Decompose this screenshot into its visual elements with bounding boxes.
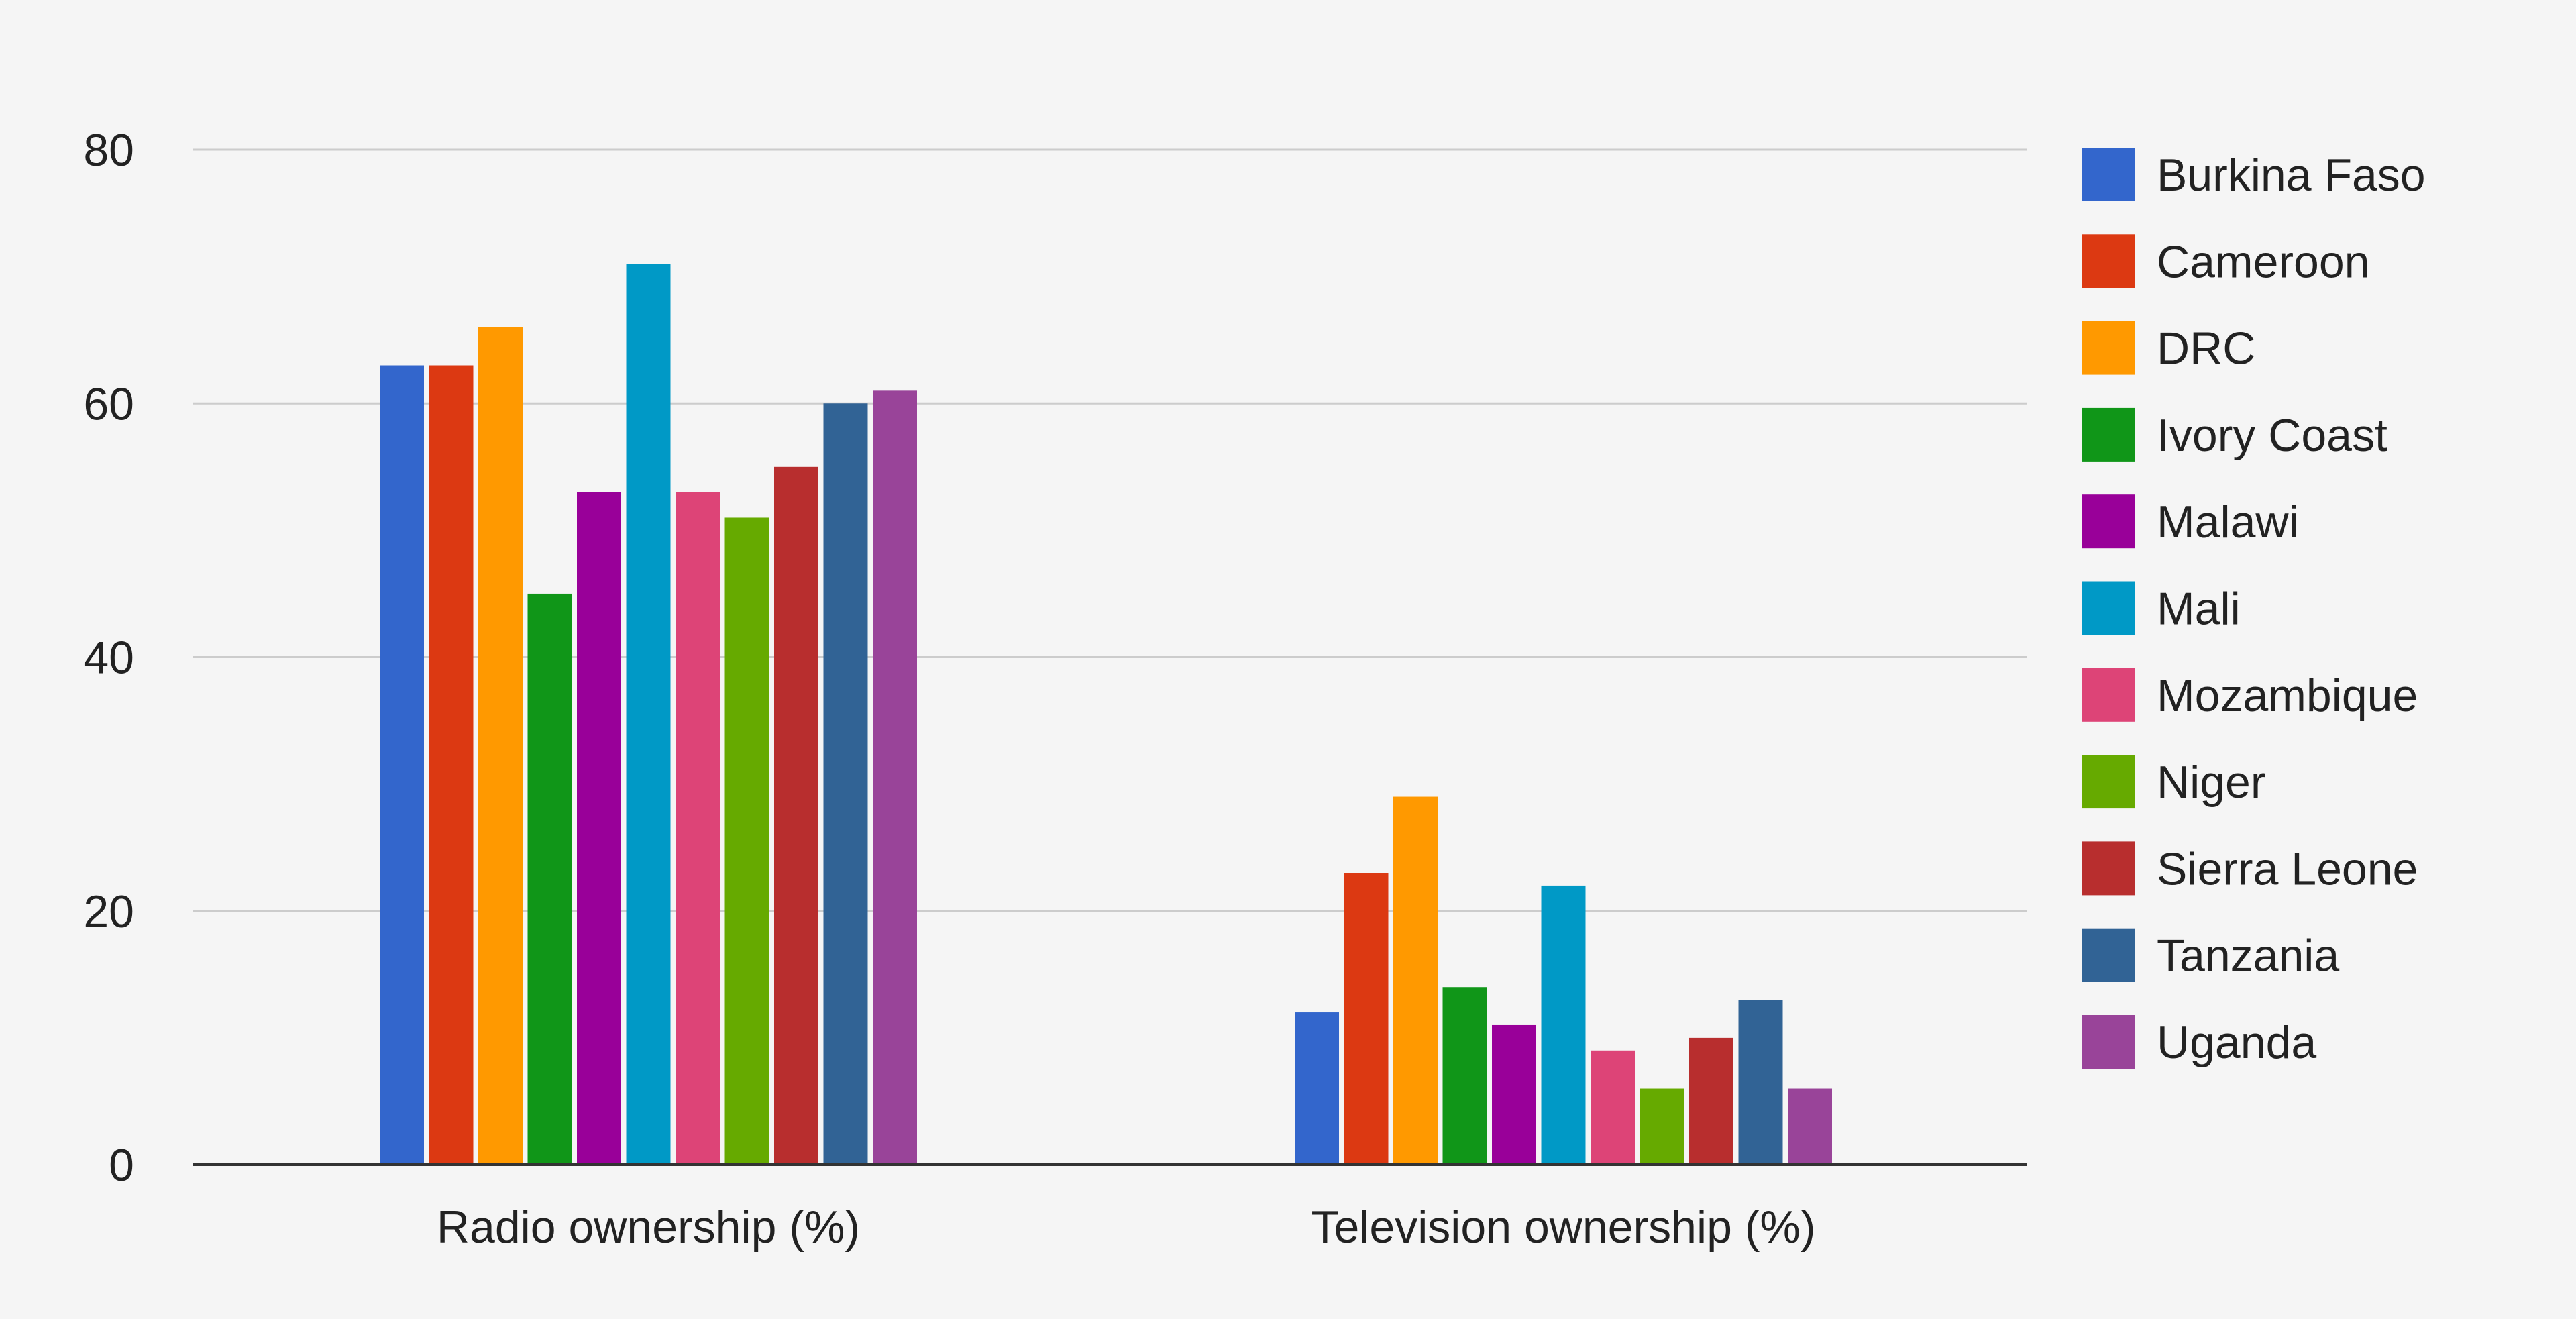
bar-tanzania xyxy=(1738,1000,1783,1165)
bar-sierra-leone xyxy=(774,466,818,1165)
x-axis-labels: Radio ownership (%) Television ownership … xyxy=(437,1202,1816,1253)
legend-label: DRC xyxy=(2157,323,2255,374)
legend-swatch xyxy=(2082,321,2135,375)
legend-swatch xyxy=(2082,148,2135,201)
legend-swatch xyxy=(2082,234,2135,288)
legend-item: Malawi xyxy=(2082,494,2299,549)
bar-uganda xyxy=(1788,1088,1832,1165)
legend-label: Ivory Coast xyxy=(2157,410,2387,461)
legend-swatch xyxy=(2082,494,2135,549)
bar-cameroon xyxy=(429,365,474,1165)
bar-burkina-faso xyxy=(380,365,424,1165)
bar-sierra-leone xyxy=(1689,1037,1733,1165)
legend-label: Sierra Leone xyxy=(2157,843,2418,894)
bar-drc xyxy=(478,327,523,1165)
legend-label: Cameroon xyxy=(2157,236,2370,287)
legend-item: Niger xyxy=(2082,755,2266,809)
legend: Burkina Faso Cameroon DRC Ivory Coast Malawi… xyxy=(2082,148,2426,1069)
legend-item: Uganda xyxy=(2082,1015,2316,1069)
x-category-label: Radio ownership (%) xyxy=(437,1202,860,1253)
legend-label: Burkina Faso xyxy=(2157,150,2426,201)
legend-label: Mali xyxy=(2157,584,2241,635)
bar-ivory-coast xyxy=(1442,987,1487,1165)
legend-swatch xyxy=(2082,1015,2135,1069)
bar-malawi xyxy=(577,492,621,1165)
legend-item: Mali xyxy=(2082,581,2241,635)
legend-item: Cameroon xyxy=(2082,234,2370,288)
y-tick-label: 20 xyxy=(83,886,134,937)
legend-swatch xyxy=(2082,755,2135,809)
legend-swatch xyxy=(2082,841,2135,896)
legend-label: Mozambique xyxy=(2157,670,2418,721)
y-tick-label: 60 xyxy=(83,378,134,429)
legend-label: Niger xyxy=(2157,757,2266,808)
bar-drc xyxy=(1393,796,1438,1165)
legend-item: Sierra Leone xyxy=(2082,841,2418,896)
legend-swatch xyxy=(2082,668,2135,722)
bar-malawi xyxy=(1492,1024,1536,1165)
bar-mozambique xyxy=(676,492,720,1165)
legend-swatch xyxy=(2082,928,2135,982)
legend-label: Tanzania xyxy=(2157,931,2339,982)
bar-niger xyxy=(724,517,769,1165)
bar-burkina-faso xyxy=(1295,1012,1339,1165)
bar-mozambique xyxy=(1591,1050,1635,1165)
bars xyxy=(380,264,1832,1165)
legend-item: Ivory Coast xyxy=(2082,407,2387,462)
legend-item: Mozambique xyxy=(2082,668,2418,722)
y-axis-labels: 0 20 40 60 80 xyxy=(83,125,134,1191)
bar-niger xyxy=(1640,1088,1684,1165)
legend-label: Malawi xyxy=(2157,496,2299,547)
bar-cameroon xyxy=(1344,873,1389,1165)
bar-uganda xyxy=(873,390,917,1165)
bar-tanzania xyxy=(823,403,868,1165)
legend-swatch xyxy=(2082,407,2135,462)
y-tick-label: 0 xyxy=(109,1140,134,1191)
x-category-label: Television ownership (%) xyxy=(1311,1202,1815,1253)
legend-label: Uganda xyxy=(2157,1017,2316,1068)
bar-ivory-coast xyxy=(527,593,572,1165)
bar-mali xyxy=(626,264,671,1165)
y-tick-label: 40 xyxy=(83,633,134,684)
y-tick-label: 80 xyxy=(83,125,134,176)
legend-item: Tanzania xyxy=(2082,928,2339,982)
legend-item: DRC xyxy=(2082,321,2255,375)
legend-item: Burkina Faso xyxy=(2082,148,2426,201)
legend-swatch xyxy=(2082,581,2135,635)
bar-mali xyxy=(1541,885,1586,1165)
